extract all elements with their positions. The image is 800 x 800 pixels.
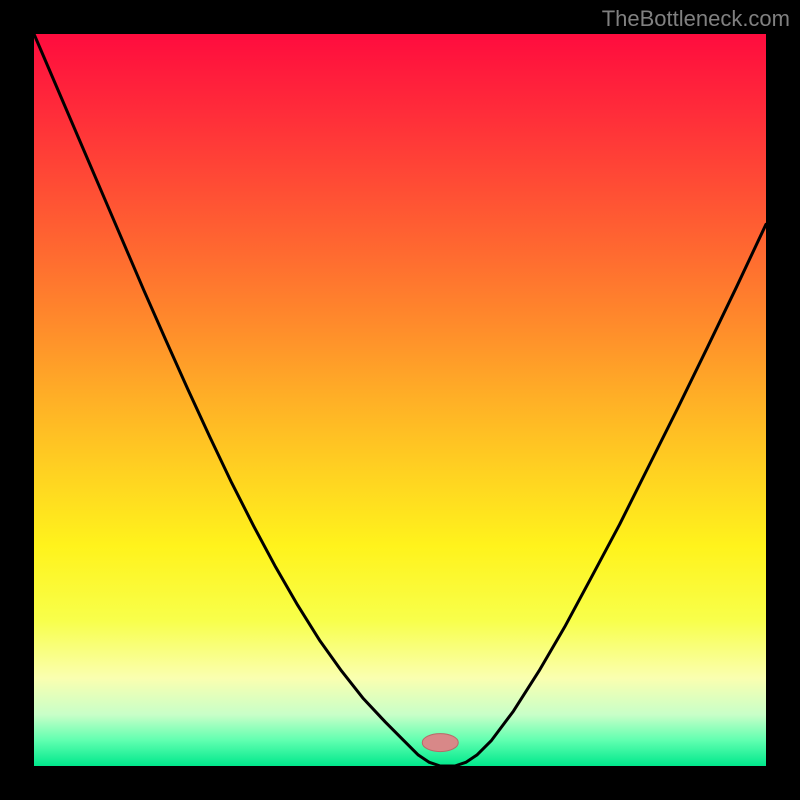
chart-container: TheBottleneck.com — [0, 0, 800, 800]
watermark-text: TheBottleneck.com — [602, 6, 790, 32]
plot-background — [34, 34, 766, 766]
bottleneck-chart — [0, 0, 800, 800]
optimum-marker — [422, 734, 458, 752]
